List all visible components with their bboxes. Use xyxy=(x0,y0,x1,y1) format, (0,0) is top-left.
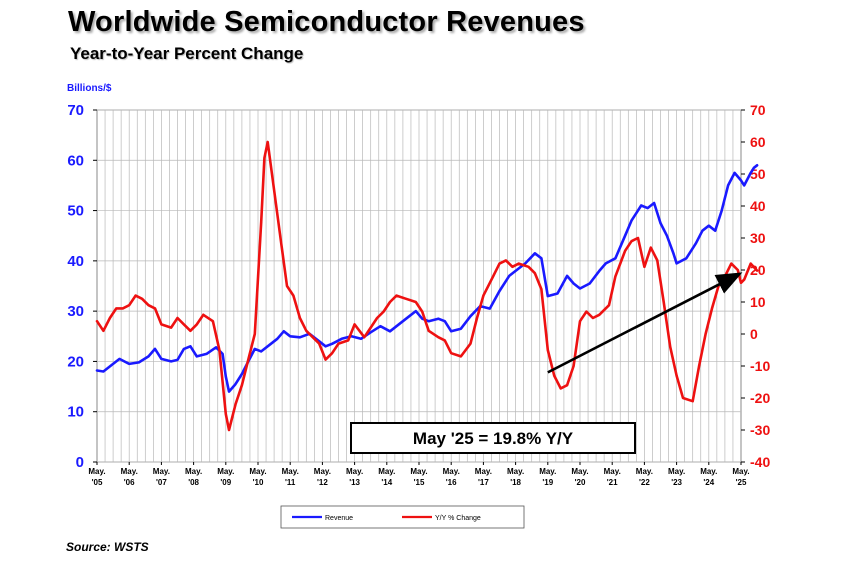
right-axis-tick-label: 30 xyxy=(750,230,766,246)
x-tick-month-label: May. xyxy=(604,467,621,476)
right-axis-tick-label: 10 xyxy=(750,294,766,310)
right-axis-tick-label: 60 xyxy=(750,134,766,150)
left-axis-tick-label: 60 xyxy=(67,152,84,169)
left-axis-tick-label: 20 xyxy=(67,353,84,370)
x-tick-month-label: May. xyxy=(410,467,427,476)
x-tick-month-label: May. xyxy=(732,467,749,476)
legend-layer: Revenue Y/Y % Change xyxy=(280,505,525,529)
x-tick-year-label: '10 xyxy=(253,478,264,487)
left-axis-tick-label: 30 xyxy=(67,303,84,320)
x-tick-month-label: May. xyxy=(475,467,492,476)
right-axis-tick-label: -30 xyxy=(750,422,770,438)
source-note: Source: WSTS xyxy=(66,540,149,554)
x-tick-month-label: May. xyxy=(185,467,202,476)
x-tick-year-label: '20 xyxy=(575,478,586,487)
left-axis-tick-label: 50 xyxy=(67,203,84,220)
chart-subtitle: Year-to-Year Percent Change xyxy=(70,44,304,63)
x-tick-year-label: '08 xyxy=(188,478,199,487)
axis-layer: 010203040506070-40-30-20-100102030405060… xyxy=(67,83,770,487)
x-tick-month-label: May. xyxy=(282,467,299,476)
x-tick-month-label: May. xyxy=(539,467,556,476)
yoy-change-line xyxy=(95,140,759,432)
x-tick-year-label: '25 xyxy=(736,478,747,487)
x-tick-year-label: '15 xyxy=(414,478,425,487)
x-tick-year-label: '24 xyxy=(703,478,714,487)
chart-title: Worldwide Semiconductor Revenues xyxy=(68,6,585,38)
x-tick-month-label: May. xyxy=(121,467,138,476)
series-layer xyxy=(95,140,759,432)
x-tick-month-label: May. xyxy=(217,467,234,476)
x-tick-month-label: May. xyxy=(636,467,653,476)
annotation-box xyxy=(350,422,636,454)
x-tick-year-label: '06 xyxy=(124,478,135,487)
right-axis-tick-label: -20 xyxy=(750,390,770,406)
grid-layer xyxy=(96,109,742,463)
x-tick-month-label: May. xyxy=(314,467,331,476)
x-tick-month-label: May. xyxy=(443,467,460,476)
x-tick-month-label: May. xyxy=(700,467,717,476)
right-axis-tick-label: 0 xyxy=(750,326,758,342)
x-tick-month-label: May. xyxy=(249,467,266,476)
x-tick-year-label: '22 xyxy=(639,478,650,487)
legend-label: Y/Y % Change xyxy=(435,515,481,522)
x-tick-year-label: '17 xyxy=(478,478,489,487)
right-axis-tick-label: -10 xyxy=(750,358,770,374)
x-tick-month-label: May. xyxy=(88,467,105,476)
x-tick-year-label: '18 xyxy=(510,478,521,487)
x-tick-year-label: '21 xyxy=(607,478,618,487)
x-tick-year-label: '16 xyxy=(446,478,457,487)
x-tick-year-label: '07 xyxy=(156,478,167,487)
x-tick-month-label: May. xyxy=(153,467,170,476)
legend-label: Revenue xyxy=(325,515,353,522)
right-axis-tick-label: 40 xyxy=(750,198,766,214)
trend-arrow xyxy=(547,272,743,374)
x-tick-month-label: May. xyxy=(346,467,363,476)
left-axis-tick-label: 70 xyxy=(67,102,84,119)
right-axis-tick-label: -40 xyxy=(750,454,770,470)
left-axis-tick-label: 10 xyxy=(67,404,84,421)
x-tick-month-label: May. xyxy=(668,467,685,476)
x-tick-year-label: '11 xyxy=(285,478,296,487)
left-axis-tick-label: 0 xyxy=(76,454,84,471)
x-tick-year-label: '05 xyxy=(92,478,103,487)
x-tick-month-label: May. xyxy=(507,467,524,476)
x-tick-month-label: May. xyxy=(378,467,395,476)
annotation-text: May '25 = 19.8% Y/Y xyxy=(413,429,574,448)
x-tick-year-label: '12 xyxy=(317,478,328,487)
left-axis-unit-label: Billions/$ xyxy=(67,83,112,94)
x-tick-year-label: '19 xyxy=(542,478,553,487)
revenue-line xyxy=(95,164,759,393)
x-tick-year-label: '13 xyxy=(349,478,360,487)
x-tick-year-label: '09 xyxy=(220,478,231,487)
right-axis-tick-label: 70 xyxy=(750,102,766,118)
x-tick-year-label: '14 xyxy=(381,478,392,487)
x-tick-month-label: May. xyxy=(571,467,588,476)
left-axis-tick-label: 40 xyxy=(67,253,84,270)
annotation-layer: May '25 = 19.8% Y/Y xyxy=(350,272,743,454)
x-tick-year-label: '23 xyxy=(671,478,682,487)
